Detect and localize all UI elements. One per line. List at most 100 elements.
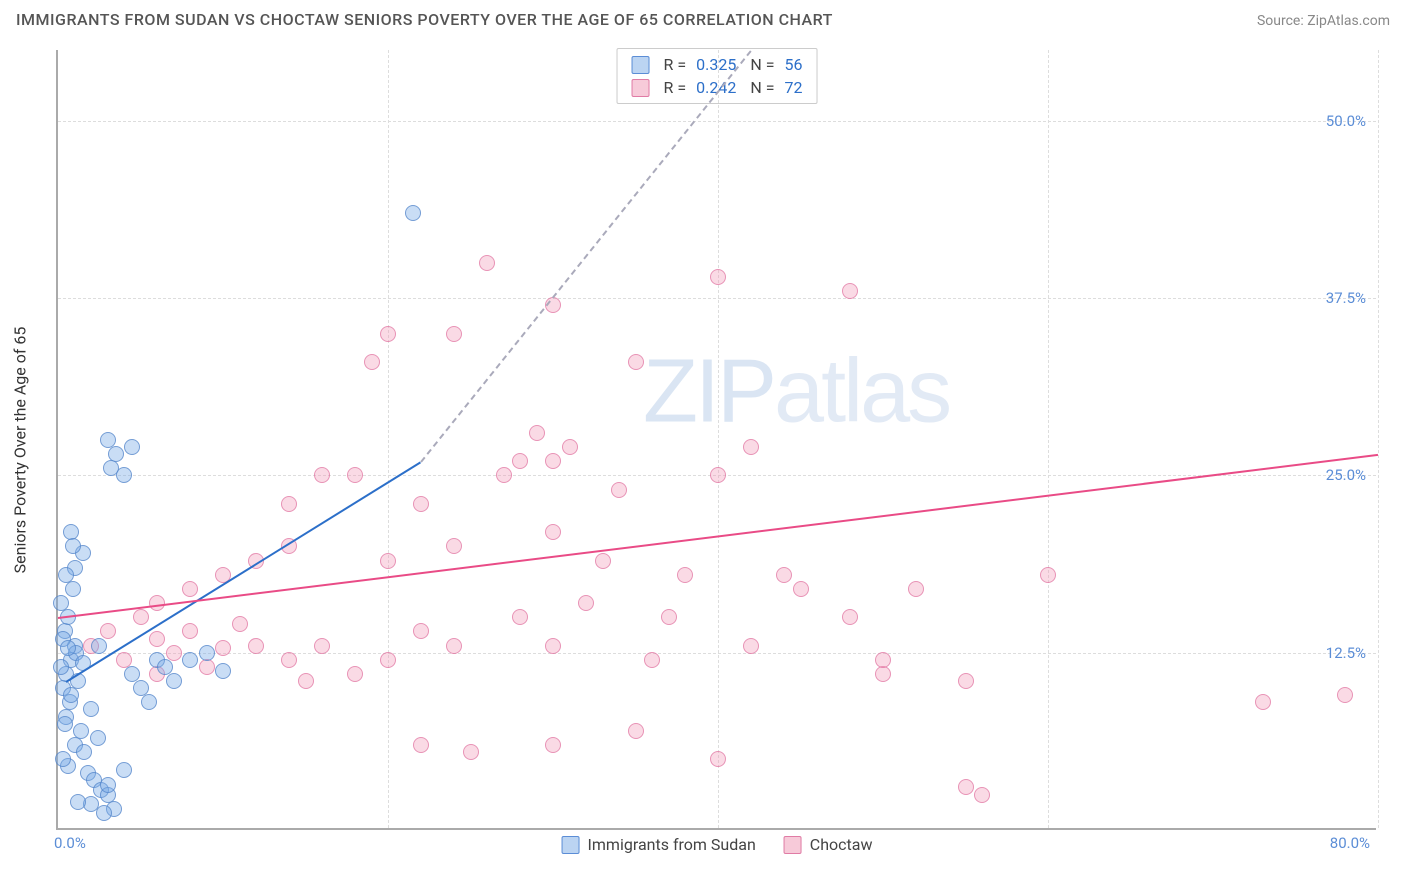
data-point-blue [83,701,99,717]
data-point-blue [215,663,231,679]
data-point-blue [65,581,81,597]
data-point-pink [958,779,974,795]
data-point-blue [60,640,76,656]
y-tick-label: 50.0% [1326,112,1366,130]
data-point-pink [380,326,396,342]
data-point-pink [281,652,297,668]
data-point-pink [298,673,314,689]
data-point-pink [512,609,528,625]
data-point-pink [182,623,198,639]
chart-title: IMMIGRANTS FROM SUDAN VS CHOCTAW SENIORS… [16,10,833,29]
title-bar: IMMIGRANTS FROM SUDAN VS CHOCTAW SENIORS… [0,0,1406,33]
legend-item-pink: Choctaw [784,835,873,854]
data-point-pink [644,652,660,668]
data-point-pink [958,673,974,689]
n-value-blue: 56 [784,55,802,74]
data-point-pink [545,524,561,540]
data-point-pink [446,638,462,654]
data-point-blue [96,805,112,821]
chart-area: Seniors Poverty Over the Age of 65 ZIPat… [50,50,1390,850]
data-point-pink [628,354,644,370]
x-tick-label: 80.0% [1330,834,1370,852]
data-point-pink [199,659,215,675]
data-point-blue [100,777,116,793]
legend-label-pink: Choctaw [810,835,873,854]
data-point-blue [182,652,198,668]
data-point-pink [710,751,726,767]
data-point-blue [91,638,107,654]
y-tick-label: 37.5% [1326,289,1366,307]
data-point-pink [776,567,792,583]
source-attribution: Source: ZipAtlas.com [1257,13,1390,29]
data-point-pink [446,326,462,342]
legend-row-pink: R = 0.242 N = 72 [632,76,803,99]
data-point-blue [124,439,140,455]
data-point-blue [116,762,132,778]
r-label: R = [664,55,687,74]
data-point-pink [413,496,429,512]
data-point-pink [710,467,726,483]
legend-label-blue: Immigrants from Sudan [588,835,756,854]
data-point-pink [908,581,924,597]
gridline-horizontal [58,298,1376,299]
data-point-pink [677,567,693,583]
data-point-pink [1040,567,1056,583]
gridline-vertical [1048,50,1049,828]
data-point-blue [90,730,106,746]
swatch-pink-icon [784,836,802,854]
data-point-pink [347,666,363,682]
data-point-pink [1337,687,1353,703]
data-point-pink [463,744,479,760]
r-label: R = [664,78,687,97]
y-axis-label: Seniors Poverty Over the Age of 65 [11,327,30,574]
data-point-pink [380,652,396,668]
data-point-pink [149,631,165,647]
data-point-pink [479,255,495,271]
gridline-vertical [718,50,719,828]
data-point-pink [545,453,561,469]
data-point-pink [496,467,512,483]
data-point-pink [842,283,858,299]
data-point-pink [545,737,561,753]
trendline [420,50,752,463]
data-point-pink [364,354,380,370]
correlation-legend: R = 0.325 N = 56 R = 0.242 N = 72 [617,48,818,104]
data-point-pink [875,652,891,668]
series-legend: Immigrants from Sudan Choctaw [562,835,873,854]
y-tick-label: 12.5% [1326,644,1366,662]
y-tick-label: 25.0% [1326,466,1366,484]
n-value-pink: 72 [784,78,802,97]
data-point-pink [842,609,858,625]
legend-item-blue: Immigrants from Sudan [562,835,756,854]
data-point-blue [103,460,119,476]
data-point-pink [446,538,462,554]
legend-row-blue: R = 0.325 N = 56 [632,53,803,76]
data-point-pink [529,425,545,441]
data-point-pink [661,609,677,625]
scatter-plot: ZIPatlas R = 0.325 N = 56 R = 0.242 N = … [56,50,1376,830]
data-point-pink [166,645,182,661]
watermark: ZIPatlas [643,341,949,444]
data-point-pink [232,616,248,632]
swatch-pink-icon [632,79,650,97]
data-point-blue [141,694,157,710]
data-point-blue [166,673,182,689]
data-point-pink [875,666,891,682]
data-point-blue [53,659,69,675]
n-label: N = [750,55,774,74]
swatch-blue-icon [632,56,650,74]
data-point-pink [595,553,611,569]
watermark-thin: atlas [774,342,949,442]
trendline [66,461,422,683]
data-point-pink [133,609,149,625]
swatch-blue-icon [562,836,580,854]
data-point-blue [199,645,215,661]
data-point-pink [793,581,809,597]
data-point-blue [65,538,81,554]
data-point-blue [70,794,86,810]
data-point-pink [182,581,198,597]
data-point-pink [562,439,578,455]
data-point-blue [53,595,69,611]
data-point-pink [512,453,528,469]
data-point-pink [743,439,759,455]
